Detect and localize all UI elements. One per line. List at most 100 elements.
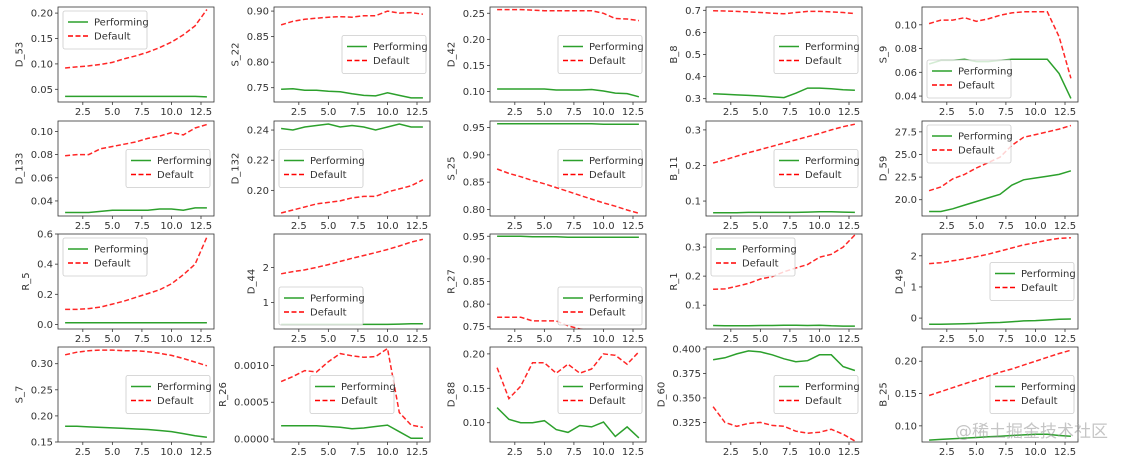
y-tick-label: 0.75 (463, 322, 485, 333)
series-line-performing (65, 95, 207, 98)
x-tick-label: 5.0 (968, 107, 984, 118)
legend-label: Performing (589, 156, 644, 167)
x-tick-label: 5.0 (104, 221, 120, 232)
y-tick-label: 0.1 (685, 197, 701, 208)
y-tick-label: 0.15 (31, 438, 53, 449)
axes-frame (705, 346, 863, 443)
series-line-default (928, 11, 1072, 79)
series-line-default (497, 316, 587, 329)
legend-box (557, 149, 643, 188)
series-line-performing (65, 425, 208, 439)
legend-label: Default (958, 146, 995, 157)
y-tick-label: 2 (263, 263, 269, 274)
legend-label: Default (157, 170, 194, 181)
x-tick-label: 5.0 (752, 447, 768, 456)
y-axis-label: S_9 (879, 46, 890, 64)
legend-label: Default (589, 56, 626, 67)
legend-box (773, 149, 859, 188)
x-tick-label: 7.5 (566, 447, 582, 456)
legend: Performing Default (557, 149, 644, 188)
series-line-performing (281, 123, 423, 131)
legend-label: Performing (157, 156, 212, 167)
x-tick-label: 2.5 (291, 221, 307, 232)
x-tick-label: 12.5 (838, 107, 860, 118)
legend-box (989, 262, 1075, 301)
subplot-B_25: 2.5 5.0 7.5 10.0 12.5 0.10 0.15 0.20 B_25 Perform… (879, 346, 1079, 456)
y-tick-label: 0.85 (463, 178, 485, 189)
x-tick-label: 10.0 (808, 447, 830, 456)
x-tick-label: 10.0 (592, 107, 614, 118)
x-tick-label: 7.5 (134, 107, 150, 118)
y-tick-label: 0.4 (37, 260, 53, 271)
x-tick-label: 5.0 (104, 334, 120, 345)
series-line-default (65, 123, 208, 157)
series-line-performing (497, 235, 639, 238)
series-line-default (929, 236, 1071, 265)
x-tick-label: 2.5 (507, 107, 523, 118)
y-tick-label: 0.85 (463, 277, 485, 288)
legend-label: Performing (310, 294, 365, 305)
series-line-default (280, 238, 424, 275)
y-axis-label: D_60 (656, 382, 667, 407)
x-tick-label: 12.5 (1054, 447, 1076, 456)
x-tick-label: 7.5 (566, 334, 582, 345)
legend: Performing Default (557, 286, 644, 326)
legend-box (773, 375, 859, 414)
x-tick-label: 10.0 (808, 334, 830, 345)
series-line-performing (65, 207, 207, 214)
series-line-performing (713, 87, 855, 99)
series-line-performing (929, 170, 1072, 213)
x-tick-label: 5.0 (968, 221, 984, 232)
x-tick-label: 7.5 (782, 221, 798, 232)
subplot-D_59: 2.5 5.0 7.5 10.0 12.5 20.0 22.5 25.0 27.5 D_59 Per… (879, 120, 1079, 232)
y-tick-label: 0.80 (463, 205, 485, 216)
legend: Performing Default (62, 237, 149, 277)
y-tick-label: 0.20 (463, 35, 485, 46)
legend-label: Performing (958, 132, 1013, 143)
legend-box (341, 35, 427, 74)
x-tick-label: 7.5 (134, 334, 150, 345)
x-tick-label: 10.0 (808, 107, 830, 118)
legend-box (125, 375, 211, 414)
legend-label: Performing (1021, 269, 1076, 280)
x-tick-label: 5.0 (104, 107, 120, 118)
x-tick-label: 7.5 (350, 334, 366, 345)
legend: Performing Default (62, 10, 149, 50)
axes-frame (921, 346, 1079, 443)
x-tick-label: 5.0 (536, 107, 552, 118)
y-axis-label: S_22 (231, 42, 242, 66)
series-line-performing (713, 210, 855, 214)
x-tick-label: 5.0 (320, 107, 336, 118)
x-tick-label: 10.0 (1024, 107, 1046, 118)
series-line-performing (929, 433, 1071, 441)
x-tick-label: 12.5 (622, 447, 644, 456)
legend-label: Performing (589, 294, 644, 305)
y-tick-label: 1 (263, 298, 269, 309)
series-line-performing (281, 424, 423, 440)
series-line-default (65, 236, 208, 311)
y-tick-label: 0.7 (685, 6, 701, 17)
x-tick-label: 7.5 (134, 447, 150, 456)
legend-label: Performing (805, 42, 860, 53)
y-tick-label: 0.04 (31, 196, 53, 207)
subplot-R_26: 2.5 5.0 7.5 10.0 12.5 0.0000 0.0005 0.0010 R_26 P… (218, 346, 431, 456)
x-tick-label: 7.5 (998, 107, 1014, 118)
subplot-S_25: 2.5 5.0 7.5 10.0 12.5 0.80 0.85 0.90 0.95 S_25 Per… (447, 120, 647, 232)
y-tick-label: 0.15 (31, 34, 53, 45)
series-line-performing (497, 88, 640, 98)
x-tick-label: 12.5 (838, 447, 860, 456)
y-tick-label: 0.6 (37, 230, 53, 241)
y-tick-label: 0 (911, 314, 917, 325)
axes-frame (705, 6, 863, 103)
x-tick-label: 10.0 (160, 221, 182, 232)
subplot-R_5: 2.5 5.0 7.5 10.0 12.5 0.0 0.2 0.4 0.6 R_5 Performi… (21, 230, 215, 345)
x-tick-label: 7.5 (998, 221, 1014, 232)
y-axis-label: D_88 (447, 382, 458, 407)
legend-box (309, 375, 395, 414)
y-tick-label: 0.2 (685, 161, 701, 172)
legend-box (926, 59, 1012, 99)
axes-frame (57, 233, 215, 330)
series-line-default (65, 9, 208, 69)
x-tick-label: 10.0 (592, 334, 614, 345)
y-tick-label: 0.0005 (234, 398, 269, 409)
